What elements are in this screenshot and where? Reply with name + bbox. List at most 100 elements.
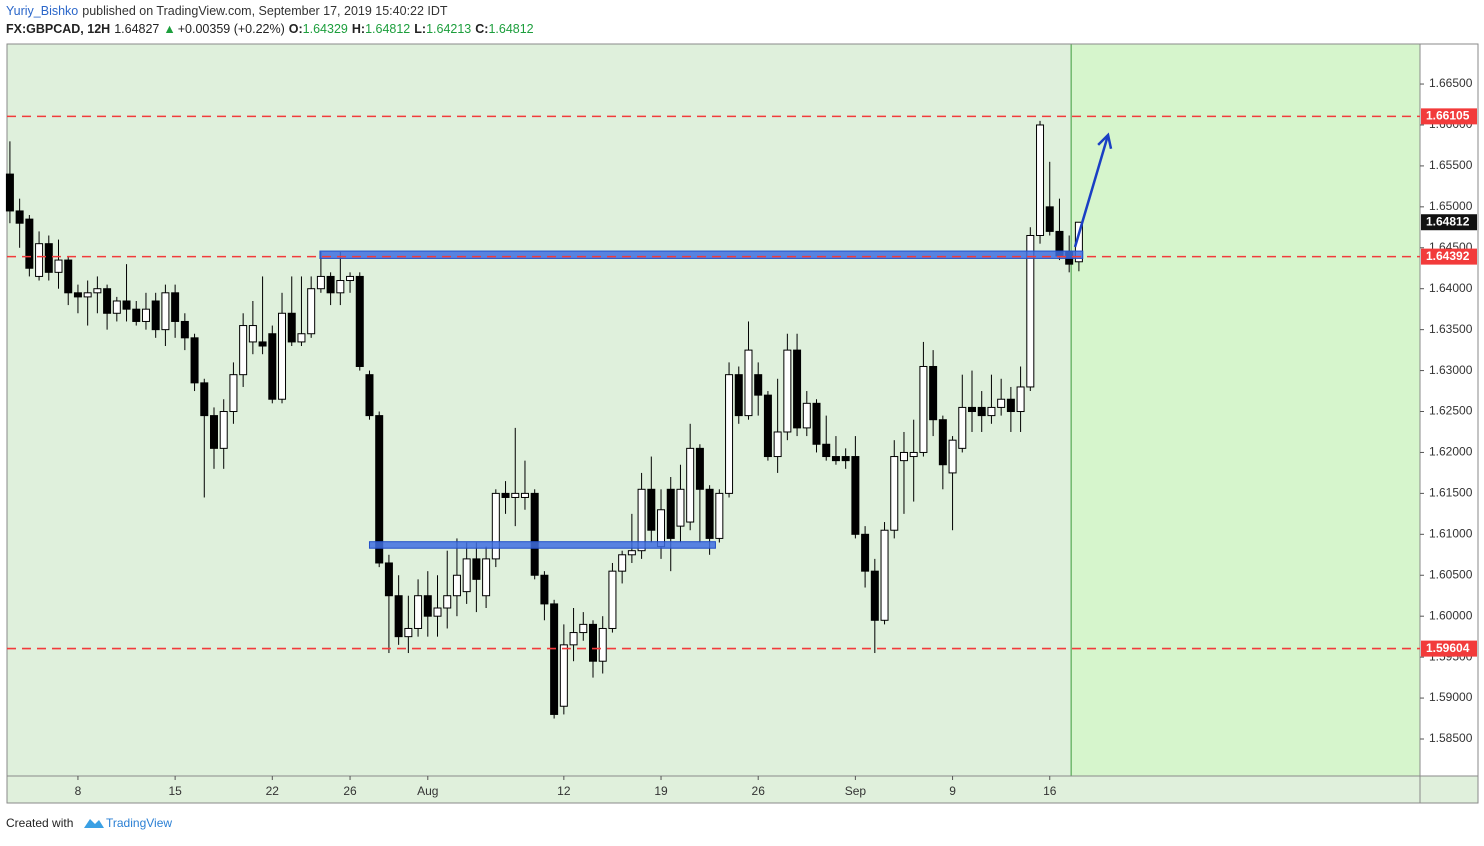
zone	[319, 250, 1084, 259]
candle-body	[103, 288, 112, 314]
c-label: C:	[475, 22, 488, 36]
tv-logo	[84, 819, 104, 828]
candle-body	[219, 411, 228, 449]
candle-body	[744, 349, 753, 417]
o-value: 1.64329	[303, 22, 348, 36]
candle-body	[180, 320, 189, 339]
candle-body	[35, 243, 44, 277]
candle-body	[899, 451, 908, 462]
candle-body	[336, 280, 345, 294]
x-tick-label: 26	[752, 784, 766, 798]
x-tick-label: 16	[1043, 784, 1057, 798]
candle-body	[715, 492, 724, 539]
y-tick-label: 1.60500	[1429, 567, 1473, 581]
footer-brand[interactable]: TradingView	[106, 816, 172, 830]
arrow: ▲	[163, 22, 175, 36]
zone	[368, 541, 716, 549]
candle-body	[491, 492, 500, 560]
y-tick-label: 1.63000	[1429, 363, 1473, 377]
candle-body	[861, 533, 870, 572]
candle-body	[588, 623, 597, 662]
candle-body	[307, 288, 316, 335]
x-tick-label: 12	[557, 784, 571, 798]
candle-body	[909, 451, 918, 458]
candle-body	[355, 275, 364, 367]
candle-body	[132, 308, 141, 322]
c-value: 1.64812	[488, 22, 533, 36]
candle-body	[122, 300, 131, 310]
candle-body	[987, 406, 996, 417]
candle-body	[1036, 124, 1045, 236]
candle-body	[569, 632, 578, 646]
candle-body	[997, 398, 1006, 408]
candle-body	[734, 374, 743, 417]
arrow	[1073, 134, 1110, 248]
candle-body	[297, 333, 306, 343]
candle-body	[268, 333, 277, 400]
x-tick-label: Aug	[417, 784, 438, 798]
plot-background	[7, 44, 1072, 776]
candle-body	[375, 415, 384, 564]
candle-body	[326, 275, 335, 294]
candle-body	[229, 374, 238, 413]
candle-body	[754, 374, 763, 396]
y-tick-label: 1.62500	[1429, 404, 1473, 418]
candle-body	[433, 607, 442, 617]
l-value: 1.64213	[426, 22, 471, 36]
candle-body	[141, 308, 150, 322]
y-tick-label: 1.61500	[1429, 486, 1473, 500]
candle-body	[414, 595, 423, 629]
x-axis-background	[7, 776, 1478, 803]
candle-body	[1045, 206, 1054, 232]
candle-body	[112, 300, 121, 314]
y-tick-label: 1.64000	[1429, 281, 1473, 295]
level-label-bg	[1421, 248, 1477, 265]
level-label: 1.66105	[1426, 109, 1470, 123]
candle-body	[890, 456, 899, 531]
o-label: O:	[289, 22, 303, 36]
candle-body	[880, 529, 889, 621]
y-tick-label: 1.62000	[1429, 445, 1473, 459]
candle-body	[190, 337, 199, 384]
candle-body	[64, 259, 73, 294]
x-tick-label: 22	[266, 784, 280, 798]
candle-body	[666, 488, 675, 539]
level-label: 1.59604	[1426, 641, 1470, 655]
candle-body	[637, 488, 646, 552]
candle-body	[287, 312, 296, 343]
candle-body	[394, 595, 403, 638]
candle-body	[73, 292, 82, 298]
frame	[6, 43, 1479, 804]
candle-body	[200, 382, 209, 417]
level-label-bg	[1421, 640, 1477, 657]
candle-body	[404, 627, 413, 638]
price: 1.64827	[114, 22, 159, 36]
candle-body	[384, 562, 393, 597]
level-label: 1.64392	[1426, 249, 1470, 263]
candle-body	[5, 173, 14, 212]
candle-body	[540, 574, 549, 605]
candle-body	[938, 419, 947, 466]
candle-body	[763, 394, 772, 458]
candle-body	[482, 558, 491, 597]
candle-body	[278, 312, 287, 400]
candle-body	[550, 603, 559, 715]
candle-body	[618, 554, 627, 572]
candle-body	[870, 570, 879, 621]
candle-body	[520, 492, 529, 498]
candle-body	[44, 243, 53, 273]
y-tick-label: 1.65500	[1429, 158, 1473, 172]
candle-body	[598, 627, 607, 662]
author[interactable]: Yuriy_Bishko	[6, 4, 78, 18]
candle-body	[54, 259, 63, 273]
candle-body	[151, 300, 160, 331]
candle-body	[929, 365, 938, 421]
candle-body	[627, 550, 636, 556]
candle-body	[958, 406, 967, 449]
symbol: FX:GBPCAD, 12H	[6, 22, 110, 36]
x-tick-label: 15	[168, 784, 182, 798]
y-tick-label: 1.66500	[1429, 76, 1473, 90]
last-price-label: 1.64812	[1426, 214, 1470, 228]
